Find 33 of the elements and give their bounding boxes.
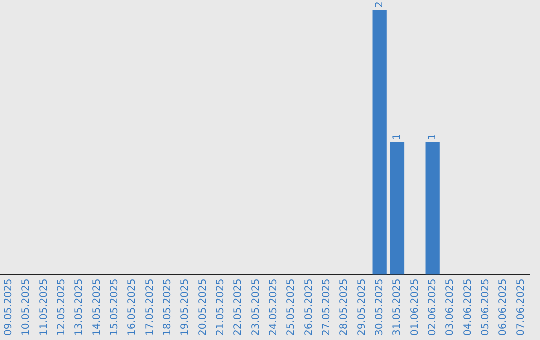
x-tick-label: 18.05.2025 (162, 278, 174, 336)
x-tick-label: 19.05.2025 (180, 278, 192, 336)
data-label: 1 (392, 134, 404, 140)
x-tick-label: 04.06.2025 (462, 278, 474, 336)
x-tick-label: 02.06.2025 (427, 278, 438, 336)
data-label: 2 (374, 2, 386, 8)
x-tick-label: 22.05.2025 (233, 278, 244, 336)
x-tick-label: 31.05.2025 (392, 278, 404, 336)
x-tick-label: 15.05.2025 (109, 278, 120, 336)
x-tick-label: 29.05.2025 (356, 278, 368, 336)
x-tick-label: 20.05.2025 (198, 278, 209, 336)
x-tick-label: 14.05.2025 (92, 278, 103, 336)
x-tick-label: 25.05.2025 (286, 278, 298, 336)
x-tick-label: 09.05.2025 (3, 278, 14, 336)
x-tick-label: 27.05.2025 (321, 278, 332, 336)
x-tick-label: 05.06.2025 (480, 278, 492, 336)
x-tick-label: 13.05.2025 (74, 278, 86, 336)
x-tick-label: 03.06.2025 (445, 278, 456, 336)
x-tick-label: 01.06.2025 (410, 278, 421, 336)
x-tick-label: 21.05.2025 (215, 278, 226, 336)
x-tick-label: 26.05.2025 (304, 278, 315, 336)
x-tick-label: 23.05.2025 (250, 278, 262, 336)
x-tick-label: 12.05.2025 (56, 278, 68, 336)
x-tick-label: 07.06.2025 (516, 278, 527, 336)
x-tick-label: 30.05.2025 (374, 278, 386, 336)
x-tick-label: 10.05.2025 (21, 278, 32, 336)
data-label: 1 (427, 134, 438, 140)
x-tick-label: 06.06.2025 (498, 278, 510, 336)
x-tick-label: 28.05.2025 (339, 278, 350, 336)
x-tick-label: 17.05.2025 (144, 278, 156, 336)
x-tick-label: 16.05.2025 (127, 278, 138, 336)
x-tick-label: 11.05.2025 (38, 278, 50, 336)
x-tick-label: 24.05.2025 (268, 278, 280, 336)
